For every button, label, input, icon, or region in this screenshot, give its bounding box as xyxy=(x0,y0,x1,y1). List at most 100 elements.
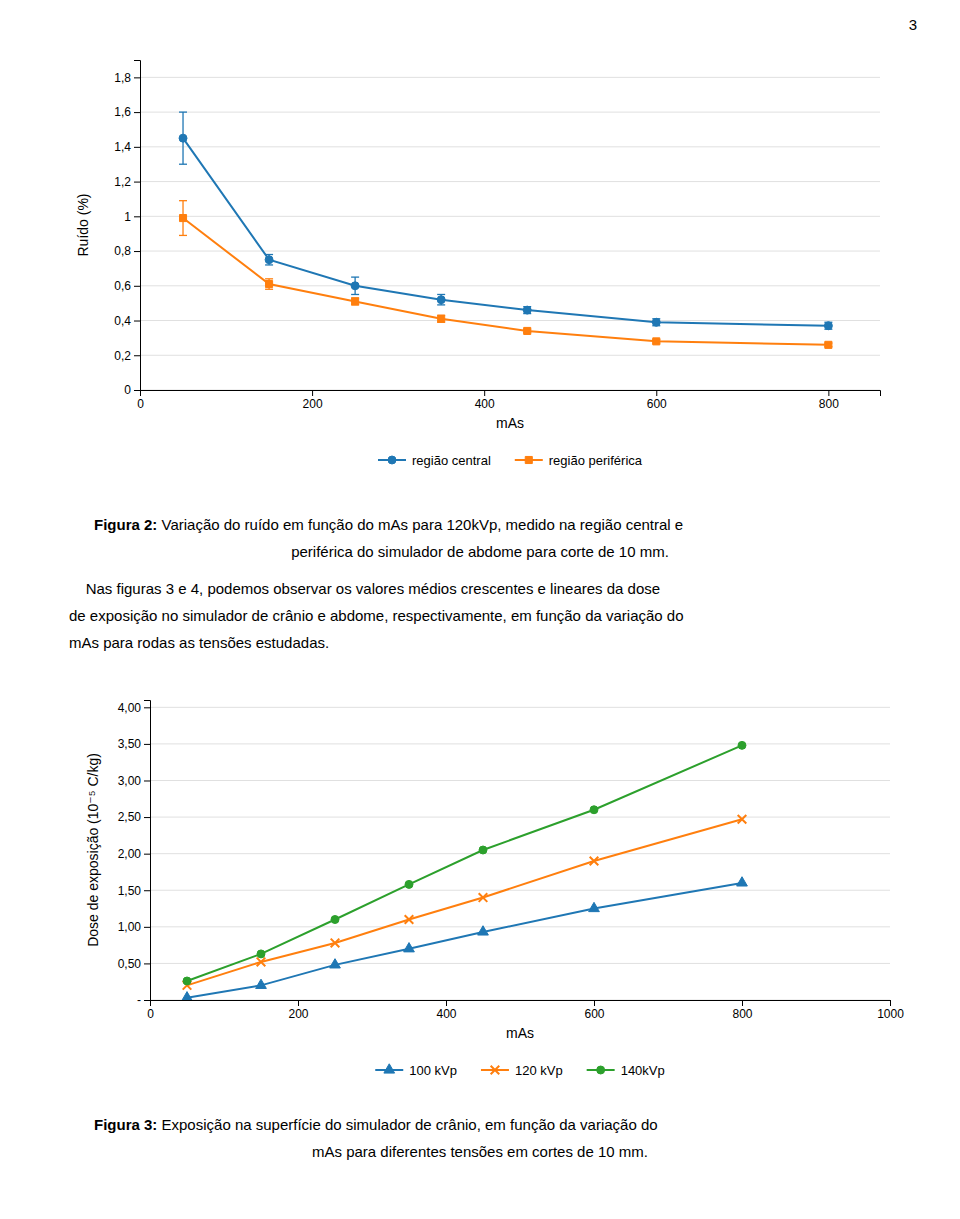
point xyxy=(590,806,598,814)
error-bar-cap xyxy=(437,294,445,295)
tick-label: 600 xyxy=(647,397,667,411)
tick: 1,4 xyxy=(114,140,140,154)
grid-line xyxy=(140,285,880,286)
tick: 1,2 xyxy=(114,175,140,189)
point xyxy=(352,298,359,305)
series xyxy=(182,877,748,1000)
point xyxy=(438,315,445,322)
axis-line xyxy=(144,701,151,1001)
error-bar xyxy=(179,201,187,236)
chart: 02004006008001000-0,501,001,502,002,503,… xyxy=(85,701,904,1078)
legend-marker xyxy=(388,456,396,464)
tick-label: 0 xyxy=(147,1007,154,1021)
tick: 1,6 xyxy=(114,105,140,119)
legend-label: 140kVp xyxy=(621,1063,665,1078)
tick: 400 xyxy=(436,1000,456,1021)
error-bar xyxy=(652,319,660,326)
tick: 1,00 xyxy=(118,920,150,934)
tick: 2,00 xyxy=(118,847,150,861)
tick-label: 0,4 xyxy=(114,314,131,328)
tick-mark xyxy=(144,963,150,964)
point xyxy=(257,958,266,967)
tick: 0,8 xyxy=(114,244,140,258)
error-bar xyxy=(437,294,445,304)
error-bar-cap xyxy=(179,235,187,236)
point xyxy=(183,977,191,985)
grid-line xyxy=(140,181,880,182)
grid-line xyxy=(140,77,880,78)
error-bar xyxy=(265,279,273,289)
tick-mark xyxy=(134,286,140,287)
tick: 3,00 xyxy=(118,774,150,788)
tick: 0 xyxy=(137,390,144,411)
error-bar xyxy=(824,322,832,329)
point xyxy=(590,857,599,866)
point xyxy=(738,741,746,749)
tick-label: 600 xyxy=(584,1007,604,1021)
tick-mark xyxy=(144,854,150,855)
point xyxy=(182,992,193,1000)
legend-label: região central xyxy=(412,453,491,468)
legend-item: região central xyxy=(378,453,491,468)
tick: 1,50 xyxy=(118,884,150,898)
tick-label: 800 xyxy=(732,1007,752,1021)
error-bar-cap xyxy=(179,200,187,201)
grid-line xyxy=(150,743,890,744)
tick-mark xyxy=(134,390,140,391)
tick-label: 0 xyxy=(124,383,131,397)
point xyxy=(256,979,267,988)
tick-mark xyxy=(890,1000,891,1006)
tick-mark xyxy=(144,1000,150,1001)
tick-label: 0,6 xyxy=(114,279,131,293)
tick-label: 1,6 xyxy=(114,105,131,119)
y-axis-title: Dose de exposição (10⁻⁵ C/kg) xyxy=(85,753,101,947)
tick-mark xyxy=(134,251,140,252)
point xyxy=(479,893,488,902)
grid-line xyxy=(150,853,890,854)
caption: Figura 3: Exposição na superfície do sim… xyxy=(94,1116,658,1133)
point xyxy=(652,318,660,326)
tick-label: 200 xyxy=(303,397,323,411)
annotation: periférica do simulador de abdome para c… xyxy=(291,543,669,560)
point xyxy=(524,327,531,334)
tick-label: 400 xyxy=(475,397,495,411)
x-axis: 0200400600800 xyxy=(137,390,880,411)
point xyxy=(589,902,600,911)
tick-mark xyxy=(144,927,150,928)
point xyxy=(738,815,747,824)
error-bar-cap xyxy=(351,294,359,295)
error-bar xyxy=(523,307,531,314)
tick: 600 xyxy=(584,1000,604,1021)
tick: 0 xyxy=(124,383,140,397)
point xyxy=(266,281,273,288)
tick-mark xyxy=(656,390,657,396)
tick: 600 xyxy=(647,390,667,411)
line xyxy=(183,218,828,345)
axis-line xyxy=(141,391,881,397)
series xyxy=(183,741,746,985)
tick-mark xyxy=(742,1000,743,1006)
error-bar-cap xyxy=(437,304,445,305)
series xyxy=(179,112,832,330)
grid-line xyxy=(150,817,890,818)
tick: 4,00 xyxy=(118,701,150,715)
point xyxy=(330,959,341,968)
annotation: 3 xyxy=(909,16,917,33)
point xyxy=(179,215,186,222)
tick-mark xyxy=(144,707,150,708)
tick-mark xyxy=(594,1000,595,1006)
point xyxy=(405,915,414,924)
tick-mark xyxy=(144,890,150,891)
error-bar-cap xyxy=(351,276,359,277)
tick-mark xyxy=(144,744,150,745)
point xyxy=(824,322,832,330)
caption-label: Figura 2: xyxy=(94,516,157,533)
error-bar xyxy=(179,112,187,164)
point xyxy=(437,296,445,304)
tick-mark xyxy=(484,390,485,396)
point xyxy=(825,341,832,348)
line xyxy=(187,819,742,985)
point xyxy=(179,134,187,142)
tick: 400 xyxy=(475,390,495,411)
point xyxy=(737,877,748,886)
